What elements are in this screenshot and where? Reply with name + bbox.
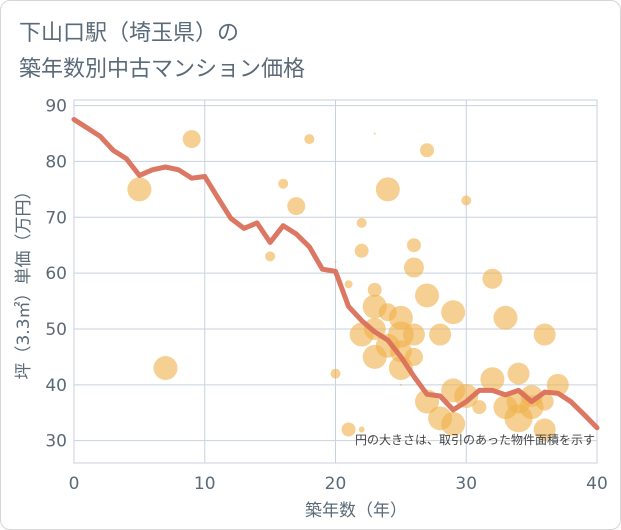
bubble [507,362,530,385]
y-tick-label: 60 [45,264,67,284]
chart-title-line1: 下山口駅（埼玉県）の [19,21,240,46]
bubble [334,260,337,263]
bubble [482,268,503,289]
y-tick-label: 70 [45,208,67,228]
x-axis-label: 築年数（年） [305,501,407,521]
bubble [287,197,306,216]
bubble [375,177,400,202]
bubble [399,383,402,386]
y-tick-labels: 30 40 50 60 70 80 90 [45,97,67,452]
bubble [265,251,276,262]
y-tick-label: 30 [45,432,67,452]
bubble [406,238,421,253]
bubble [127,177,152,202]
bubble [358,426,365,433]
bubble [367,282,382,297]
bubble [354,243,369,258]
bubble [420,143,435,158]
bubble-size-note: 円の大きさは、取引のあった物件面積を示す [355,432,595,447]
bubble [344,280,353,289]
bubble [278,178,289,189]
bubble [402,323,425,346]
x-tick-label: 0 [69,474,80,494]
bubble [480,367,505,392]
x-tick-labels: 0 10 20 30 40 [69,474,608,494]
bubble [403,257,424,278]
x-tick-label: 20 [325,474,347,494]
bubble [341,422,356,437]
bubble [461,195,472,206]
bubble [415,283,440,308]
bubble [429,323,452,346]
bubble [304,134,315,145]
y-tick-label: 40 [45,376,67,396]
y-tick-label: 50 [45,320,67,340]
average-price-line [71,117,600,431]
bubble [182,130,201,149]
x-tick-label: 10 [194,474,216,494]
y-axis-label: 坪（3.3㎡）単価（万円） [14,182,34,379]
bubble [153,356,178,381]
bubble [373,132,376,135]
bubble [533,418,556,441]
bubble [533,323,556,346]
chart-title-line2: 築年数別中古マンション価格 [19,57,306,82]
y-tick-label: 80 [45,152,67,172]
y-tick-label: 90 [45,97,67,117]
bubble [493,305,518,330]
x-tick-label: 30 [455,474,477,494]
bubble [330,368,341,379]
bubble [404,347,423,366]
bubble [441,411,466,436]
x-tick-label: 40 [586,474,608,494]
bubble [472,400,487,415]
bubble [441,300,466,325]
bubble [454,383,479,408]
bubble [356,217,367,228]
